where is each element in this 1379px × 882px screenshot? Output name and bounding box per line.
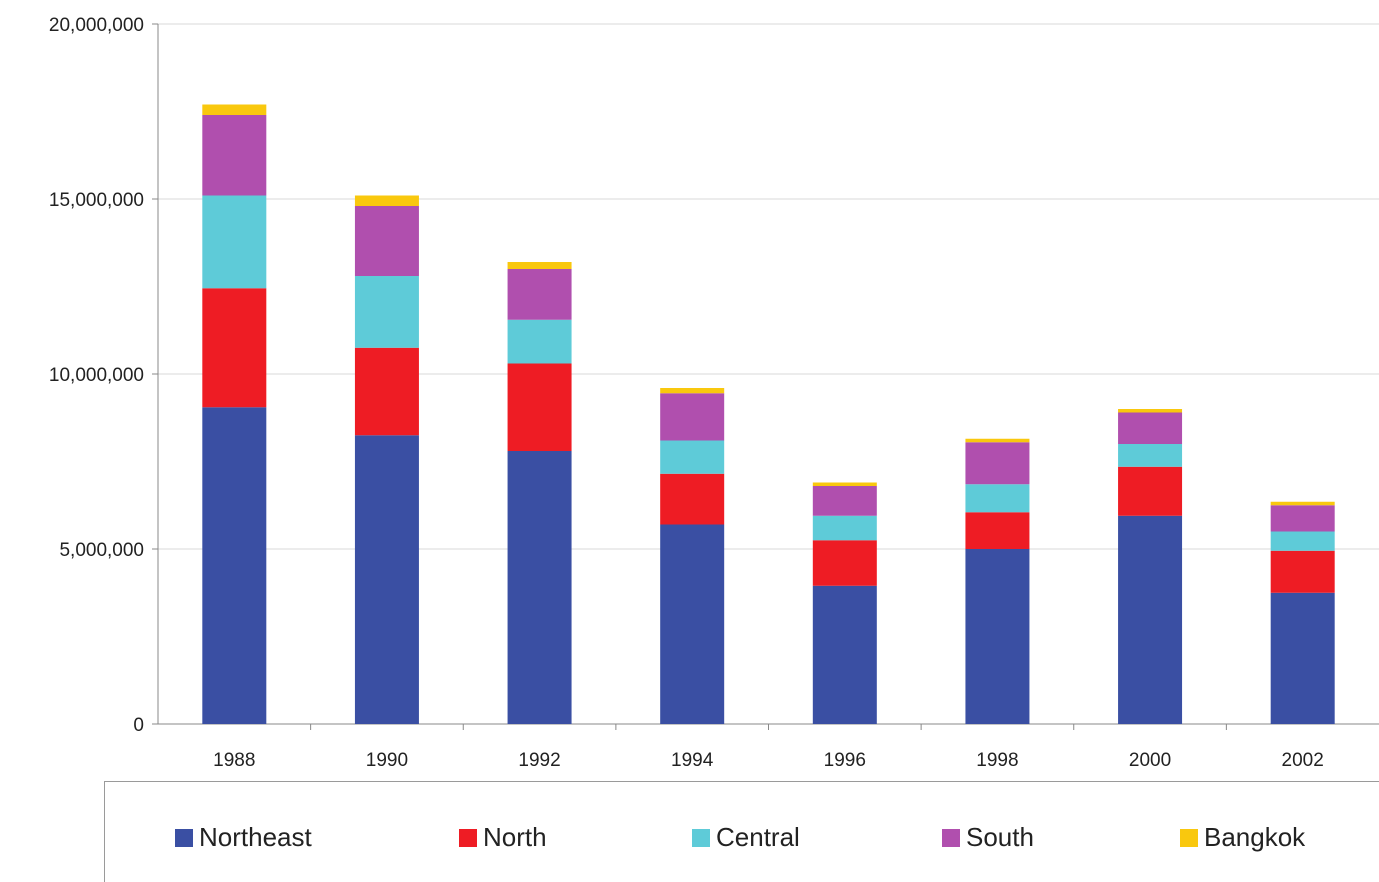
- legend-label-south: South: [966, 822, 1034, 852]
- x-tick-label-1988: 1988: [213, 750, 255, 771]
- x-tick-label-1992: 1992: [518, 750, 560, 771]
- legend: Northeast North Central South Bangkok: [104, 781, 1379, 882]
- legend-label-central: Central: [716, 822, 800, 852]
- bar-segment-northeast-2002: [1270, 592, 1335, 724]
- legend-swatch-north: [459, 828, 477, 847]
- x-tick-label-1994: 1994: [671, 750, 714, 771]
- legend-item-north: North: [459, 822, 547, 853]
- axes: [152, 23, 1379, 730]
- x-tick-label-2000: 2000: [1129, 750, 1171, 771]
- legend-swatch-northeast: [175, 828, 193, 847]
- bar-segment-central-1994: [660, 440, 725, 474]
- bar-segment-south-1992: [507, 269, 572, 320]
- bar-segment-central-1998: [965, 484, 1030, 513]
- bar-segment-central-1992: [507, 319, 572, 364]
- legend-swatch-bangkok: [1180, 828, 1198, 847]
- bar-segment-north-2000: [1118, 466, 1183, 516]
- x-tick-label-2002: 2002: [1282, 750, 1324, 771]
- legend-item-northeast: Northeast: [175, 822, 312, 853]
- bar-segment-central-1988: [202, 195, 267, 289]
- legend-item-south: South: [942, 822, 1034, 853]
- bar-segment-bangkok-1994: [660, 388, 725, 394]
- y-tick-label: 15,000,000: [49, 190, 144, 211]
- legend-item-central: Central: [692, 822, 800, 853]
- gridlines: [158, 23, 1379, 550]
- bar-segment-south-1990: [354, 206, 419, 276]
- x-tick-label-1990: 1990: [366, 750, 408, 771]
- bar-segment-bangkok-1988: [202, 104, 267, 115]
- bar-segment-bangkok-1998: [965, 438, 1030, 443]
- bar-segment-north-1994: [660, 473, 725, 525]
- x-tick-label-1998: 1998: [976, 750, 1018, 771]
- bar-segment-south-1996: [812, 486, 877, 516]
- stacked-bar-chart: 0 5,000,000 10,000,000 15,000,000 20,000,000…: [49, 15, 1379, 771]
- bar-segment-north-1990: [354, 347, 419, 436]
- bar-segment-bangkok-1990: [354, 195, 419, 206]
- bar-segment-northeast-2000: [1118, 515, 1183, 724]
- bar-segment-northeast-1996: [812, 585, 877, 724]
- bar-segment-south-2002: [1270, 505, 1335, 532]
- bar-segment-northeast-1994: [660, 524, 725, 724]
- x-tick-labels: 1988 1990 1992 1994 1996 1998 2000 2002: [213, 750, 1324, 771]
- y-tick-label: 10,000,000: [49, 365, 144, 386]
- x-tick-label-1996: 1996: [824, 750, 866, 771]
- y-tick-label: 5,000,000: [59, 540, 144, 561]
- bar-segment-bangkok-2000: [1118, 409, 1183, 413]
- bar-segment-bangkok-1996: [812, 482, 877, 486]
- bar-segment-north-1988: [202, 288, 267, 408]
- bar-segment-north-2002: [1270, 550, 1335, 593]
- bar-segment-south-1998: [965, 442, 1030, 485]
- bar-segment-bangkok-2002: [1270, 501, 1335, 506]
- bar-segment-south-1994: [660, 393, 725, 441]
- legend-label-bangkok: Bangkok: [1204, 822, 1306, 852]
- bar-segment-south-2000: [1118, 412, 1183, 444]
- bar-segment-north-1992: [507, 363, 572, 451]
- bar-segment-central-1990: [354, 276, 419, 348]
- y-tick-label: 20,000,000: [49, 15, 144, 36]
- bar-segment-south-1988: [202, 115, 267, 196]
- bar-segment-central-2002: [1270, 531, 1335, 551]
- bar-segment-central-2000: [1118, 444, 1183, 467]
- legend-label-north: North: [483, 822, 547, 852]
- bar-segment-northeast-1998: [965, 549, 1030, 724]
- legend-swatch-south: [942, 828, 960, 847]
- bars: [202, 104, 1335, 724]
- bar-segment-northeast-1990: [354, 435, 419, 724]
- bar-segment-central-1996: [812, 515, 877, 541]
- y-tick-label: 0: [133, 715, 144, 736]
- y-tick-labels: 0 5,000,000 10,000,000 15,000,000 20,000,000: [49, 15, 144, 736]
- bar-segment-north-1996: [812, 540, 877, 586]
- bar-segment-northeast-1992: [507, 451, 572, 724]
- legend-label-northeast: Northeast: [199, 822, 312, 852]
- bar-segment-bangkok-1992: [507, 262, 572, 269]
- legend-swatch-central: [692, 828, 710, 847]
- bar-segment-north-1998: [965, 512, 1030, 549]
- bar-segment-northeast-1988: [202, 407, 267, 724]
- legend-item-bangkok: Bangkok: [1180, 822, 1305, 853]
